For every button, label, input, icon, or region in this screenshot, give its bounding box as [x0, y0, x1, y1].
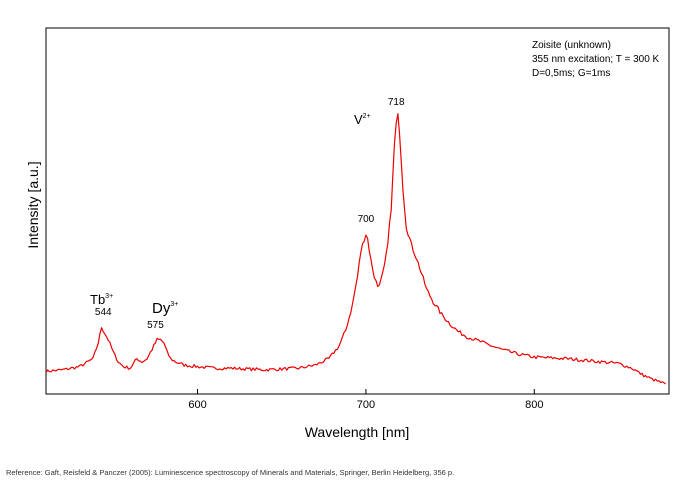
- ion-label-tb: Tb3+: [90, 292, 113, 307]
- ion-label-dy-sup: 3+: [170, 301, 178, 308]
- peak-label-3: 718: [388, 97, 405, 108]
- x-axis-label: Wavelength [nm]: [305, 424, 410, 440]
- y-axis-label: Intensity [a.u.]: [25, 161, 41, 248]
- x-axis-ticks: 600 700 800: [188, 389, 543, 411]
- info-line-1: Zoisite (unknown): [532, 40, 611, 51]
- x-tick-label-1: 700: [357, 399, 375, 411]
- ion-label-v: V2+: [354, 112, 371, 127]
- ion-label-v-sup: 2+: [363, 113, 371, 120]
- ion-label-dy-base: Dy: [152, 300, 171, 317]
- ion-label-dy: Dy3+: [152, 300, 178, 317]
- peak-label-2: 700: [358, 214, 375, 225]
- spectrum-line: [45, 113, 666, 385]
- x-tick-label-0: 600: [188, 399, 206, 411]
- peak-label-0: 544: [95, 307, 112, 318]
- ion-label-tb-base: Tb: [90, 292, 105, 307]
- x-tick-label-2: 800: [525, 399, 543, 411]
- ion-label-tb-sup: 3+: [105, 293, 113, 300]
- info-line-3: D=0,5ms; G=1ms: [532, 68, 610, 79]
- ion-label-v-base: V: [354, 112, 363, 127]
- info-line-2: 355 nm excitation; T = 300 K: [532, 54, 660, 65]
- reference-note: Reference: Gaft, Reisfeld & Panczer (200…: [6, 468, 455, 477]
- peak-labels: 544 575 700 718: [95, 97, 405, 331]
- plot-frame: [45, 27, 670, 395]
- peak-label-1: 575: [147, 320, 164, 331]
